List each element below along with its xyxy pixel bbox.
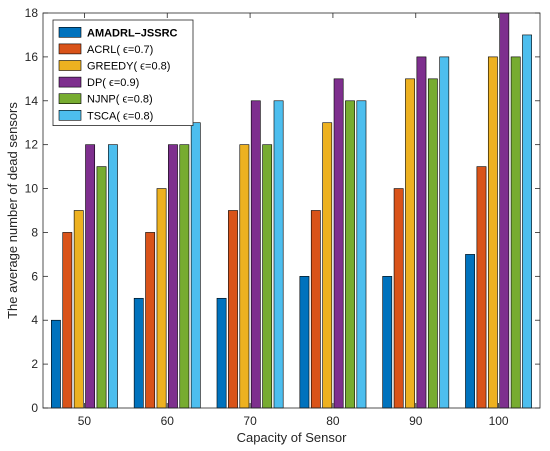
bar-tsca-100 (522, 34, 532, 409)
bar-dp-70 (250, 100, 261, 409)
legend-swatch (58, 26, 82, 38)
legend-swatch (58, 76, 82, 88)
bar-amadrl-jssrc-90 (382, 276, 393, 409)
y-tick-label: 14 (25, 94, 39, 108)
legend-swatch (58, 60, 82, 71)
y-tick-label: 10 (25, 182, 39, 196)
bar-greedy-90 (405, 78, 415, 409)
legend-entry: AMADRL–JSSRC (87, 27, 178, 39)
bar-amadrl-jssrc-70 (216, 297, 227, 409)
bar-acrl-50 (62, 232, 73, 409)
bar-dp-50 (85, 144, 96, 409)
bar-dp-60 (168, 144, 178, 409)
x-tick-label: 60 (161, 414, 175, 428)
bar-greedy-50 (73, 210, 84, 409)
y-tick-label: 4 (31, 313, 38, 327)
plot-frame (42, 12, 541, 409)
bar-njnp-80 (345, 100, 355, 409)
bar-njnp-100 (510, 56, 521, 409)
bar-njnp-50 (96, 166, 107, 409)
bar-njnp-90 (427, 78, 438, 409)
y-tick-label: 6 (31, 269, 38, 283)
bar-dp-100 (499, 12, 510, 409)
bar-tsca-80 (356, 100, 367, 409)
x-tick-label: 50 (78, 414, 92, 428)
bar-amadrl-jssrc-50 (51, 319, 61, 409)
bar-amadrl-jssrc-100 (465, 254, 475, 409)
legend-entry: ACRL( ϵ=0.7) (87, 44, 153, 56)
x-tick-label: 80 (326, 414, 340, 428)
bar-acrl-80 (310, 210, 321, 409)
bar-greedy-60 (156, 188, 167, 409)
bar-greedy-100 (487, 56, 498, 409)
x-axis-label: Capacity of Sensor (237, 430, 348, 445)
y-tick-label: 2 (31, 357, 38, 371)
bar-amadrl-jssrc-80 (299, 276, 310, 409)
y-tick-label: 8 (31, 225, 38, 239)
bar-tsca-60 (190, 122, 201, 409)
x-axis-ticks: 50 60 70 80 90 100 (78, 13, 509, 428)
legend-entry: GREEDY( ϵ=0.8) (87, 61, 170, 73)
x-tick-label: 90 (409, 414, 423, 428)
bar-njnp-60 (179, 144, 190, 409)
bar-acrl-60 (145, 232, 156, 409)
bar-tsca-50 (108, 144, 118, 409)
bar-greedy-80 (322, 122, 333, 409)
bar-acrl-90 (393, 188, 404, 409)
y-tick-label: 16 (25, 50, 39, 64)
legend-swatch (58, 93, 82, 104)
x-tick-label: 70 (243, 414, 257, 428)
y-tick-label: 12 (25, 138, 39, 152)
bar-tsca-90 (439, 56, 450, 409)
legend: AMADRL–JSSRC ACRL( ϵ=0.7) GREEDY( ϵ=0.8) DP… (52, 19, 194, 126)
bar-greedy-70 (239, 144, 250, 409)
y-tick-label: 18 (25, 6, 39, 20)
y-axis-ticks: 0 2 4 6 8 10 12 14 16 18 (25, 6, 540, 415)
bar-njnp-70 (262, 144, 273, 409)
legend-swatch (58, 43, 82, 55)
bar-dp-90 (416, 56, 427, 409)
bar-tsca-70 (273, 100, 284, 409)
legend-entry: NJNP( ϵ=0.8) (87, 94, 153, 106)
legend-entry: DP( ϵ=0.9) (87, 77, 139, 89)
y-tick-label: 0 (31, 401, 38, 415)
legend-swatch (58, 110, 82, 121)
bar-acrl-100 (476, 166, 487, 409)
legend-entry: TSCA( ϵ=0.8) (87, 110, 153, 122)
bar-acrl-70 (228, 210, 238, 409)
bar-amadrl-jssrc-60 (133, 297, 144, 409)
y-axis-label: The average number of dead sensors (5, 102, 20, 319)
x-tick-label: 100 (489, 414, 509, 428)
bar-dp-80 (333, 78, 344, 409)
